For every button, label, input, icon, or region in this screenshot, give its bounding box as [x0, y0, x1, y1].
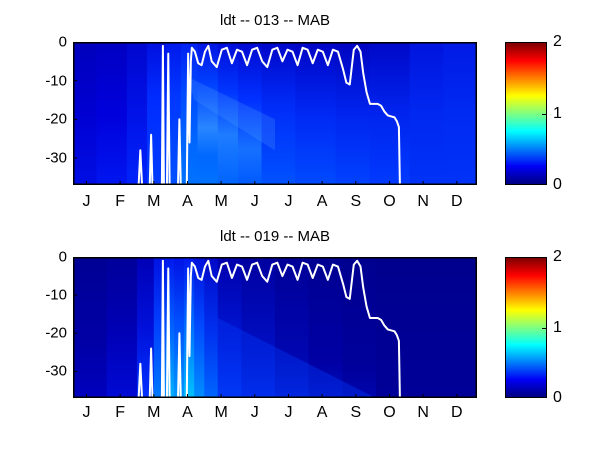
axes-frame	[73, 42, 477, 185]
x-tick-label: D	[451, 193, 463, 210]
colorbar-tick-label: 1	[553, 104, 562, 122]
heatmap-stripe	[165, 257, 175, 398]
x-tick-label: S	[350, 404, 362, 421]
heatmap-stripe	[194, 257, 205, 398]
panel1-title: ldt -- 013 -- MAB	[219, 12, 331, 29]
y-tick-label: -20	[45, 324, 67, 342]
x-tick-label: M	[214, 193, 228, 210]
colorbar-tick-label: 0	[553, 389, 562, 406]
axes-frame	[73, 257, 477, 398]
heatmap-stripe	[126, 42, 148, 185]
x-tick-label: J	[250, 193, 259, 210]
heatmap-stripe	[217, 42, 239, 185]
mixed-layer-line	[137, 259, 401, 398]
panel2-colorbar	[505, 257, 547, 398]
heatmap-stripe	[275, 257, 310, 398]
panel1-colorbar	[505, 42, 547, 185]
heatmap-stripe	[342, 257, 377, 398]
heatmap-stripe	[96, 42, 128, 185]
y-tick-label: 0	[58, 33, 67, 51]
panel2-title: ldt -- 019 -- MAB	[219, 228, 331, 245]
mixed-layer-line	[137, 44, 401, 185]
heatmap-stripe	[295, 42, 337, 185]
colorbar-tick-label: 1	[553, 318, 562, 336]
heatmap-stripe	[174, 257, 185, 398]
colorbar-tick-label: 0	[553, 176, 562, 193]
heatmap-stripe	[237, 42, 263, 185]
colorbar-tick-label: 2	[553, 248, 562, 265]
y-tick-label: -30	[45, 362, 67, 380]
heatmap-stripe	[261, 42, 296, 185]
x-tick-label: O	[383, 193, 396, 210]
x-tick-label: N	[417, 193, 429, 210]
x-tick-label: F	[115, 404, 126, 421]
x-tick-label: M	[214, 404, 228, 421]
colorbar-mid-tick-mark	[542, 327, 546, 329]
colorbar-mid-tick-mark	[542, 113, 546, 115]
heatmap-stripe	[197, 42, 219, 185]
x-tick-label: O	[383, 404, 396, 421]
x-tick-label: F	[115, 193, 126, 210]
heatmap-stripe	[443, 42, 477, 185]
x-tick-label: J	[82, 404, 91, 421]
heatmap-stripe	[376, 257, 477, 398]
y-tick-label: -20	[45, 110, 67, 128]
heatmap-stripe	[204, 257, 219, 398]
heatmap-stripe	[73, 42, 98, 185]
heatmap-stripe	[106, 257, 138, 398]
x-tick-label: M	[147, 404, 161, 421]
heatmap-stripe	[308, 257, 343, 398]
colorbar-tick-label: 2	[553, 33, 562, 50]
x-tick-label: D	[451, 404, 463, 421]
x-tick-label: J	[284, 193, 293, 210]
y-tick-label: -10	[45, 72, 67, 90]
x-tick-label: N	[417, 404, 429, 421]
x-tick-label: A	[182, 404, 193, 421]
heatmap-stripe	[369, 42, 411, 185]
y-tick-label: 0	[58, 248, 67, 266]
x-tick-label: A	[316, 404, 328, 421]
panel2-heatmap	[73, 257, 477, 398]
panel1-heatmap	[73, 42, 477, 185]
heatmap-stripe	[409, 42, 444, 185]
y-tick-label: -10	[45, 286, 67, 304]
x-tick-label: J	[82, 193, 91, 210]
heatmap-light-patch	[187, 76, 275, 151]
x-tick-label: J	[284, 404, 293, 421]
heatmap-stripe	[73, 257, 108, 398]
x-tick-label: A	[316, 193, 328, 210]
x-tick-label: S	[350, 193, 362, 210]
x-tick-label: A	[182, 193, 193, 210]
x-tick-label: M	[147, 193, 161, 210]
y-tick-label: -30	[45, 149, 67, 167]
x-tick-label: J	[250, 404, 259, 421]
heatmap-stripe	[217, 257, 242, 398]
